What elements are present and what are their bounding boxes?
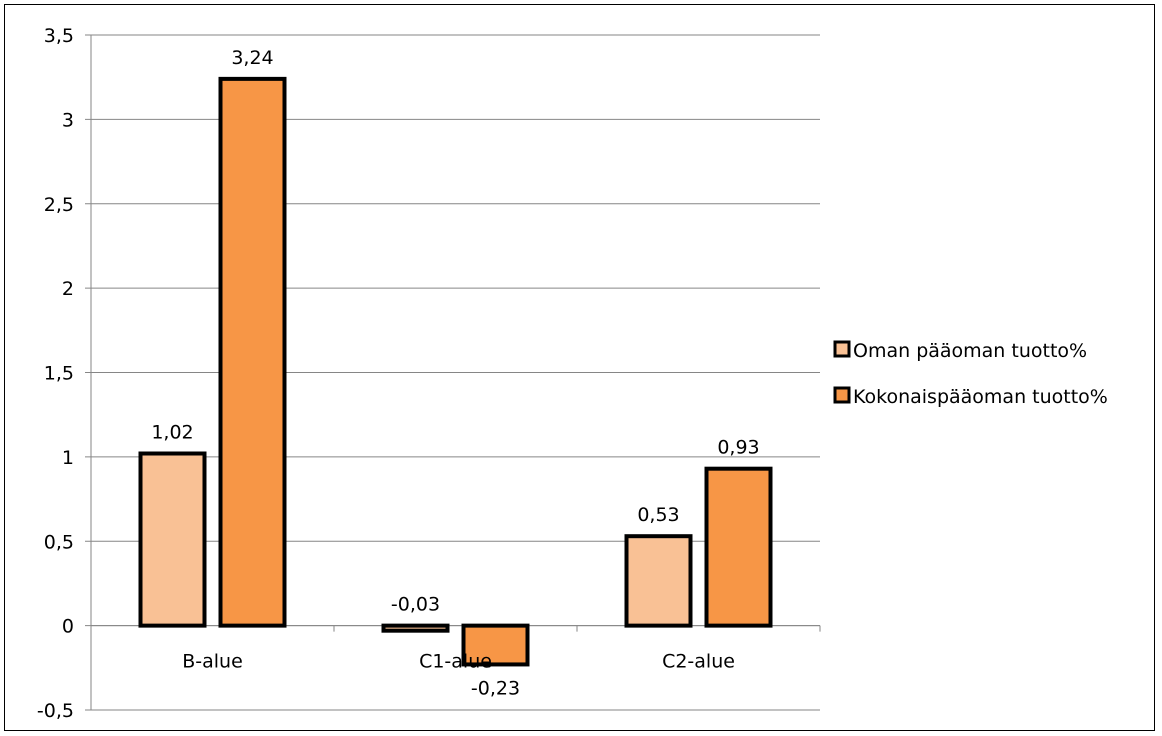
category-label: B-alue <box>182 651 243 673</box>
gridlines <box>91 34 820 711</box>
y-tick-label: 1 <box>62 447 74 469</box>
legend-label: Oman pääoman tuotto% <box>853 340 1087 362</box>
bar-oman-2 <box>381 623 450 633</box>
bars <box>138 76 773 667</box>
category-label: C2-alue <box>662 651 735 673</box>
data-label: -0,23 <box>471 677 520 699</box>
y-tick-label: -0,5 <box>37 700 74 722</box>
category-label: C1-alue <box>419 651 492 673</box>
data-label: 1,02 <box>151 422 193 444</box>
data-labels: 1,02 3,24 -0,03 -0,23 0,53 0,93 <box>151 47 759 700</box>
y-tick-labels: 3,5 3 2,5 2 1,5 1 0,5 0 -0,5 <box>37 25 74 722</box>
axes <box>85 34 821 711</box>
category-labels: B-alue C1-alue C2-alue <box>182 651 735 673</box>
y-tick-label: 0 <box>62 616 74 638</box>
legend: Oman pääoman tuotto% Kokonaispääoman tuot… <box>833 340 1108 408</box>
bar-oman-3 <box>624 534 693 628</box>
data-label: 0,93 <box>717 437 759 459</box>
legend-swatch <box>833 386 851 404</box>
data-label: 3,24 <box>231 47 273 69</box>
bar-kokonais-3 <box>704 466 773 628</box>
y-tick-label: 3 <box>62 109 74 131</box>
y-tick-label: 3,5 <box>44 25 74 47</box>
legend-label: Kokonaispääoman tuotto% <box>853 386 1108 408</box>
bar-kokonais-2 <box>461 623 530 667</box>
data-label: 0,53 <box>637 504 679 526</box>
bar-kokonais-1 <box>218 76 287 628</box>
y-tick-label: 1,5 <box>44 363 74 385</box>
legend-swatch <box>833 340 851 358</box>
data-label: -0,03 <box>391 594 440 616</box>
y-tick-label: 2 <box>62 278 74 300</box>
y-tick-label: 2,5 <box>44 194 74 216</box>
bar-oman-1 <box>138 451 207 628</box>
y-tick-label: 0,5 <box>44 531 74 553</box>
